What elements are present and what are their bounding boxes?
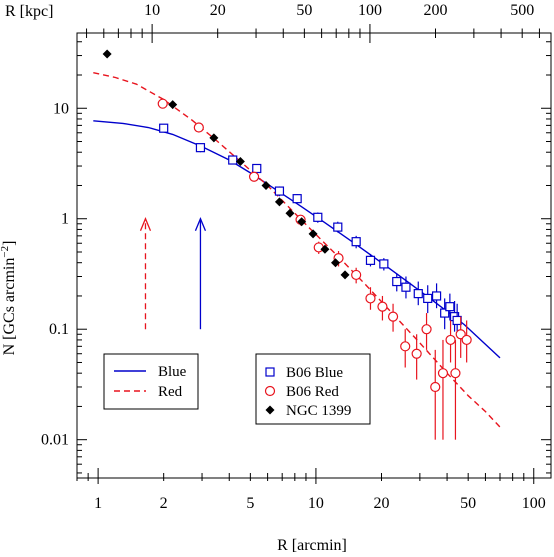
legend-lines-box [103,353,199,410]
arrow-head-red [139,217,152,231]
data-point-b06-blue [159,123,169,133]
data-point-b06-red [157,98,168,109]
x2-tick-label: 20 [210,2,226,19]
legend-marker-square [265,367,275,377]
x-tick-label: 20 [374,495,390,512]
data-point-b06-red [430,381,441,393]
x-tick-label: 10 [308,495,324,512]
y-axis-label-main: N [GCs arcmin [1,258,18,356]
x2-tick-label: 200 [424,2,448,19]
data-point-b06-blue [195,143,206,153]
data-point-ngc1399 [168,100,178,110]
x2-tick-label: 100 [358,2,382,19]
data-point-ngc1399 [297,217,307,227]
x-tick-label: 100 [522,495,546,512]
data-point-b06-blue [313,212,323,222]
x2-tick-label: 10 [144,2,160,19]
x2-tick-label: 50 [296,2,312,19]
data-point-ngc1399 [285,208,295,218]
y-axis-label-exponent: −2 [0,246,11,258]
data-point-b06-red [193,122,204,133]
data-point-b06-red [400,341,411,352]
data-point-b06-red [387,311,399,322]
data-point-b06-red [445,334,456,346]
x2-axis-label: R [kpc] [5,3,53,20]
data-point-ngc1399 [102,49,112,59]
x-axis-label: R [arcmin] [277,537,347,554]
arrows [139,217,207,330]
data-point-b06-red [248,171,260,182]
data-point-b06-blue [292,194,302,204]
data-point-b06-blue [431,291,442,301]
legend-point-label: NGC 1399 [286,403,351,419]
data-point-b06-red [411,348,422,359]
series-line-blue [93,120,501,359]
series-points [102,49,472,440]
plot-frame [76,32,552,479]
data-point-ngc1399 [209,133,219,143]
data-point-b06-blue [452,315,462,326]
data-point-b06-blue [365,255,376,265]
data-point-b06-blue [401,282,411,292]
data-point-b06-red [421,324,432,335]
y-tick-label: 10 [53,100,69,117]
legend-point-label: B06 Red [286,384,339,400]
legend-marker-diamond [265,405,275,415]
y-tick-label: 1 [61,211,69,228]
data-point-ngc1399 [261,180,271,190]
data-point-b06-blue [274,186,285,196]
legend-line-label: Red [158,384,183,400]
data-point-ngc1399 [331,258,341,268]
data-point-b06-red [365,293,376,304]
y-axis-label-close: ] [1,241,18,246]
data-point-ngc1399 [308,229,318,239]
data-point-b06-blue [423,293,433,304]
data-point-b06-red [437,368,449,379]
data-point-b06-blue [333,222,343,232]
data-point-ngc1399 [274,197,284,207]
data-point-b06-red [450,368,461,379]
x-tick-label: 2 [160,495,168,512]
series-line-red [93,72,501,428]
data-point-b06-blue [228,155,238,165]
x-tick-label: 50 [460,495,476,512]
data-point-b06-blue [440,308,450,318]
legend-point-label: B06 Blue [286,365,343,381]
data-point-b06-blue [379,259,389,269]
y-tick-label: 0.01 [41,432,69,449]
arrow-head-blue [194,217,207,231]
data-point-b06-blue [445,302,455,312]
x-tick-label: 1 [94,495,102,512]
legends: Blue Red B06 Blue B06 Red NGC 1399 [103,353,371,425]
x-tick-label: 5 [246,495,254,512]
legend-line-label: Blue [158,364,187,380]
data-point-b06-blue [252,163,262,174]
legend-points-box [255,353,371,425]
data-point-b06-blue [413,289,423,299]
axes: 1 2 5 10 20 50 100 0.01 0.1 1 10 10 20 50 100 200 500 [41,2,552,512]
x2-tick-label: 500 [510,2,534,19]
legend-marker-circle [264,385,276,397]
data-point-b06-red [351,269,362,281]
data-point-b06-blue [351,237,361,247]
data-point-b06-red [461,334,472,346]
y-axis-label: N [GCs arcmin−2] [0,241,18,356]
data-point-ngc1399 [320,244,330,254]
y-tick-label: 0.1 [49,321,69,338]
data-point-ngc1399 [235,156,245,166]
data-point-ngc1399 [340,270,350,280]
data-point-b06-red [377,301,388,312]
data-point-b06-blue [392,276,402,287]
